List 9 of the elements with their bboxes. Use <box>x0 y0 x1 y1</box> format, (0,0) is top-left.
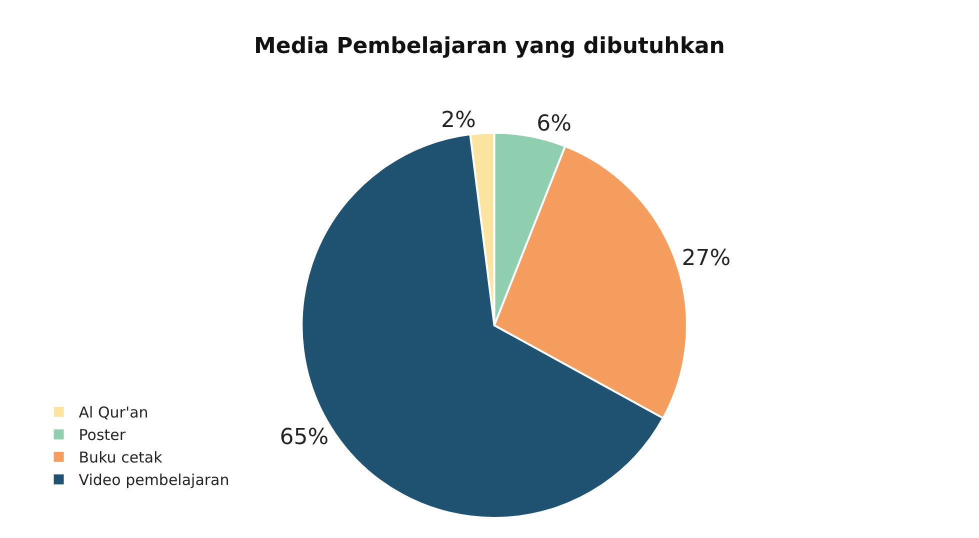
legend-label: Al Qur'an <box>78 404 148 422</box>
legend-label: Buku cetak <box>78 448 163 467</box>
chart-title: Media Pembelajaran yang dibutuhkan <box>254 34 725 60</box>
data-label: 27% <box>682 246 731 272</box>
data-label: 6% <box>536 112 572 137</box>
data-label: 65% <box>280 425 329 450</box>
legend-label: Video pembelajaran <box>78 471 230 490</box>
legend-label: Poster <box>78 426 126 444</box>
data-label: 2% <box>441 108 476 134</box>
